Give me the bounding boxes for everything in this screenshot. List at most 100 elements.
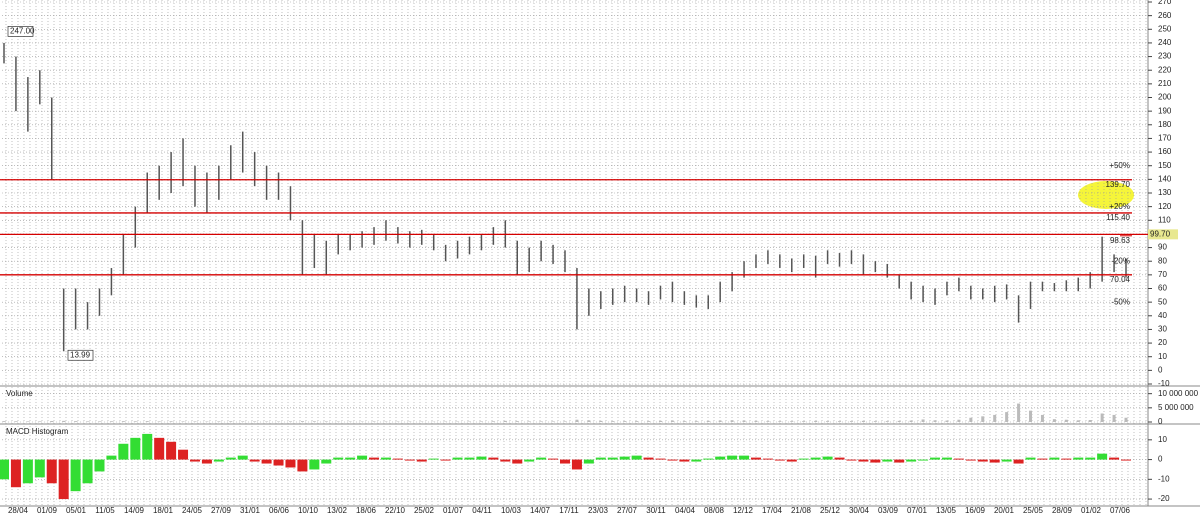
- x-tick-label: 25/05: [1023, 506, 1044, 515]
- macd-bar: [1001, 459, 1012, 462]
- x-tick-label: 04/04: [675, 506, 696, 515]
- volume-bar: [97, 421, 101, 422]
- volume-bar: [551, 421, 555, 422]
- macd-bar: [786, 459, 797, 462]
- volume-bar: [515, 421, 519, 422]
- annotation-box: [7, 26, 34, 37]
- y-tick-label: -20: [1158, 494, 1170, 503]
- macd-bar: [631, 455, 642, 460]
- macd-bar: [273, 459, 284, 466]
- annotation-label: 13.99: [70, 350, 91, 359]
- x-tick-label: 17/04: [762, 506, 783, 515]
- volume-bar: [1112, 414, 1116, 422]
- panel-title: Volume: [6, 389, 33, 398]
- volume-bar: [1029, 410, 1033, 422]
- macd-bar: [82, 459, 93, 484]
- x-tick-label: 30/04: [849, 506, 870, 515]
- y-tick-label: 250: [1158, 24, 1172, 33]
- volume-bar: [575, 419, 579, 422]
- macd-bar: [285, 459, 296, 468]
- macd-bar: [380, 457, 391, 460]
- macd-bar: [989, 459, 1000, 463]
- volume-bar: [730, 420, 734, 422]
- macd-bar: [1061, 458, 1072, 460]
- x-tick-label: 17/11: [559, 506, 579, 515]
- volume-bar: [969, 417, 973, 422]
- y-tick-label: 50: [1158, 297, 1167, 306]
- volume-bar: [897, 420, 901, 422]
- volume-bar: [635, 421, 639, 422]
- x-tick-label: 18/01: [153, 506, 174, 515]
- macd-bar: [524, 459, 535, 462]
- volume-bar: [253, 421, 257, 422]
- macd-bar: [333, 457, 344, 460]
- macd-bar: [560, 459, 570, 464]
- volume-bar: [539, 421, 543, 422]
- macd-bar: [1109, 457, 1120, 460]
- volume-bar: [38, 421, 42, 422]
- volume-bar: [670, 420, 674, 422]
- macd-bar: [225, 457, 236, 460]
- level-label: 115.40: [1106, 213, 1130, 222]
- macd-bar: [1013, 459, 1024, 464]
- x-tick-label: 27/07: [617, 506, 638, 515]
- macd-bar: [416, 459, 427, 462]
- volume-bar: [62, 420, 66, 422]
- x-tick-label: 06/06: [269, 506, 290, 515]
- y-tick-label: 180: [1158, 120, 1172, 129]
- macd-bar: [834, 457, 845, 460]
- volume-bar: [766, 421, 770, 422]
- x-tick-label: 07/01: [907, 506, 928, 515]
- macd-bar: [667, 459, 678, 461]
- volume-bar: [503, 420, 507, 422]
- y-tick-label: 200: [1158, 93, 1172, 102]
- y-tick-label: 260: [1158, 11, 1172, 20]
- macd-bar: [476, 456, 487, 460]
- y-tick-label: 20: [1158, 338, 1167, 347]
- y-tick-label: 0: [1158, 417, 1163, 426]
- macd-bar: [1121, 459, 1131, 461]
- volume-bar: [121, 421, 125, 422]
- volume-bar: [145, 421, 149, 422]
- y-tick-label: 0: [1158, 455, 1163, 464]
- x-tick-label: 04/11: [472, 506, 492, 515]
- volume-bar: [133, 421, 137, 422]
- macd-bar: [536, 457, 547, 460]
- macd-bar: [10, 459, 21, 488]
- x-tick-label: 25/12: [820, 506, 841, 515]
- macd-bar: [428, 458, 439, 460]
- macd-bar: [46, 459, 57, 484]
- volume-bar: [945, 420, 949, 422]
- x-tick-label: 03/09: [878, 506, 899, 515]
- y-tick-label: 270: [1158, 0, 1172, 6]
- macd-bar: [488, 457, 499, 460]
- volume-bar: [706, 420, 710, 422]
- macd-bar: [727, 455, 738, 460]
- x-tick-label: 01/02: [1081, 506, 1102, 515]
- macd-bar: [595, 457, 606, 460]
- x-tick-label: 12/12: [733, 506, 754, 515]
- x-tick-label: 20/01: [994, 506, 1015, 515]
- volume-bar: [2, 421, 6, 422]
- volume-bar: [324, 421, 328, 422]
- macd-bar: [500, 459, 511, 462]
- volume-bar: [909, 420, 913, 422]
- y-tick-label: 10 000 000: [1158, 389, 1199, 398]
- x-tick-label: 10/03: [501, 506, 522, 515]
- y-tick-label: 90: [1158, 243, 1167, 252]
- macd-bar: [870, 459, 881, 463]
- macd-bar: [1049, 457, 1060, 460]
- y-tick-label: 120: [1158, 202, 1172, 211]
- volume-bar: [479, 421, 483, 422]
- y-tick-label: 130: [1158, 188, 1172, 197]
- macd-bar: [882, 459, 893, 462]
- volume-bar: [1100, 413, 1104, 422]
- macd-bar: [810, 457, 821, 460]
- volume-bar: [1040, 414, 1044, 422]
- y-tick-label: 10: [1158, 435, 1167, 444]
- percent-label: -50%: [1111, 297, 1130, 306]
- x-tick-label: 25/02: [414, 506, 435, 515]
- y-tick-label: 60: [1158, 284, 1167, 293]
- macd-bar: [94, 459, 105, 472]
- y-tick-label: -10: [1158, 474, 1170, 483]
